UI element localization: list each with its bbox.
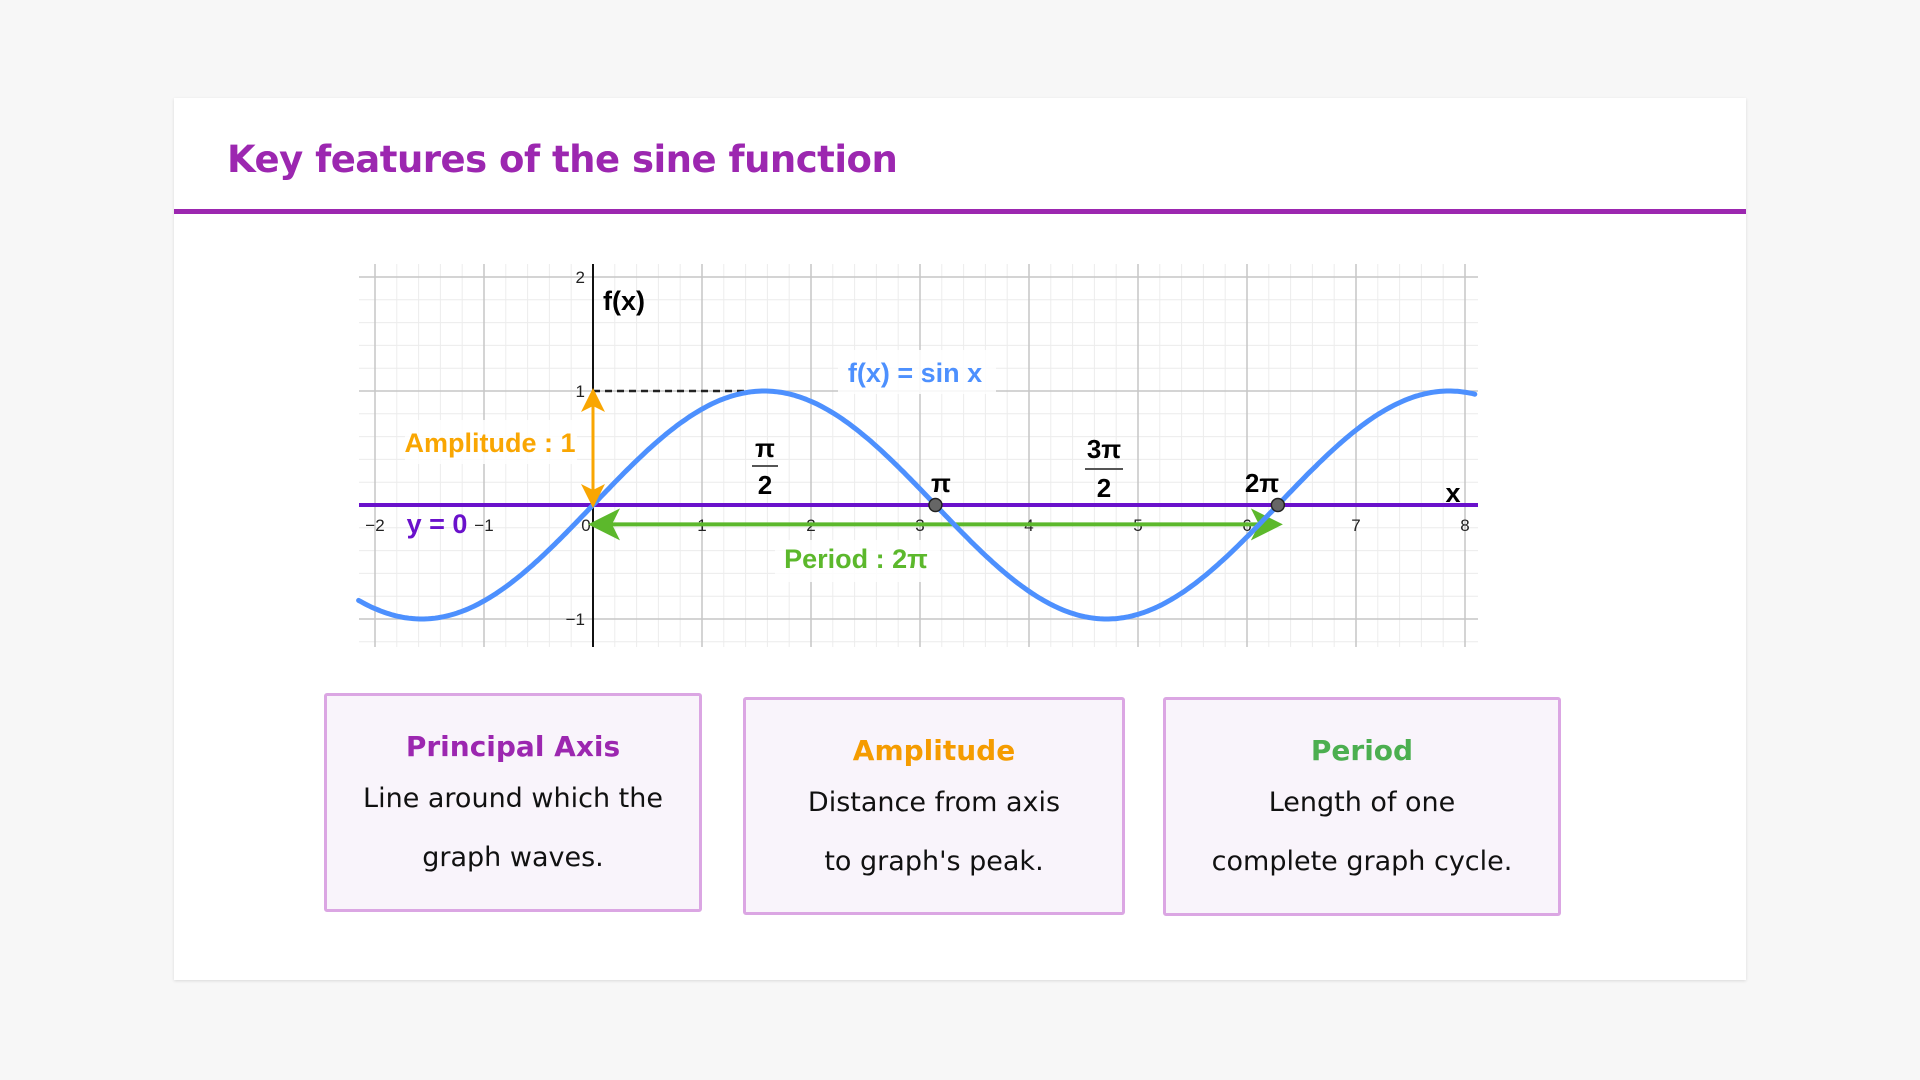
card-text-line: to graph's peak. (824, 846, 1044, 877)
card-amplitude: Amplitude Distance from axis to graph's … (743, 697, 1125, 915)
card-text-line: complete graph cycle. (1211, 846, 1513, 877)
page-title: Key features of the sine function (227, 138, 898, 181)
card-text-line: Distance from axis (807, 787, 1061, 818)
fraction-num-3pi-half: 3π (1087, 434, 1121, 464)
card-title: Period (1310, 734, 1414, 767)
x-tick-label: −2 (365, 516, 384, 535)
x-tick-label: 0 (581, 516, 590, 535)
y-tick-label: 2 (576, 268, 585, 287)
card-text-line: Line around which the (363, 783, 663, 814)
amplitude-label: Amplitude : 1 (404, 428, 575, 458)
period-label: Period : 2π (784, 544, 928, 574)
zero-crossing-point (1270, 497, 1286, 513)
fraction-den-3pi-half: 2 (1097, 473, 1111, 503)
x-axis-label: x (1445, 478, 1460, 508)
fraction-den-pi-half: 2 (758, 470, 772, 500)
card-text-line: graph waves. (422, 842, 604, 873)
label-background (405, 420, 577, 464)
card-title: Principal Axis (405, 730, 621, 763)
label-background (838, 350, 996, 394)
series-label: f(x) = sin x (848, 358, 982, 388)
sine-curve (356, 388, 1478, 622)
zero-crossing-point (928, 497, 943, 513)
y-tick-label: −1 (566, 610, 585, 629)
card-text-line: Length of one (1268, 787, 1456, 818)
card-principal-axis: Principal Axis Line around which the gra… (324, 693, 702, 912)
fraction-num-pi-half: π (755, 433, 775, 463)
card-period: Period Length of one complete graph cycl… (1163, 697, 1561, 916)
point-label-pi: π (931, 468, 951, 498)
y-tick-label: 1 (576, 382, 585, 401)
x-tick-label: 8 (1460, 516, 1469, 535)
label-background (775, 540, 940, 582)
point-label-2pi: 2π (1245, 468, 1279, 498)
x-tick-label: 7 (1351, 516, 1360, 535)
principal-axis-label: y = 0 (407, 509, 468, 539)
title-divider (174, 209, 1746, 214)
y-axis-label: f(x) (603, 286, 645, 316)
x-tick-label: −1 (474, 516, 493, 535)
card-title: Amplitude (852, 734, 1016, 767)
